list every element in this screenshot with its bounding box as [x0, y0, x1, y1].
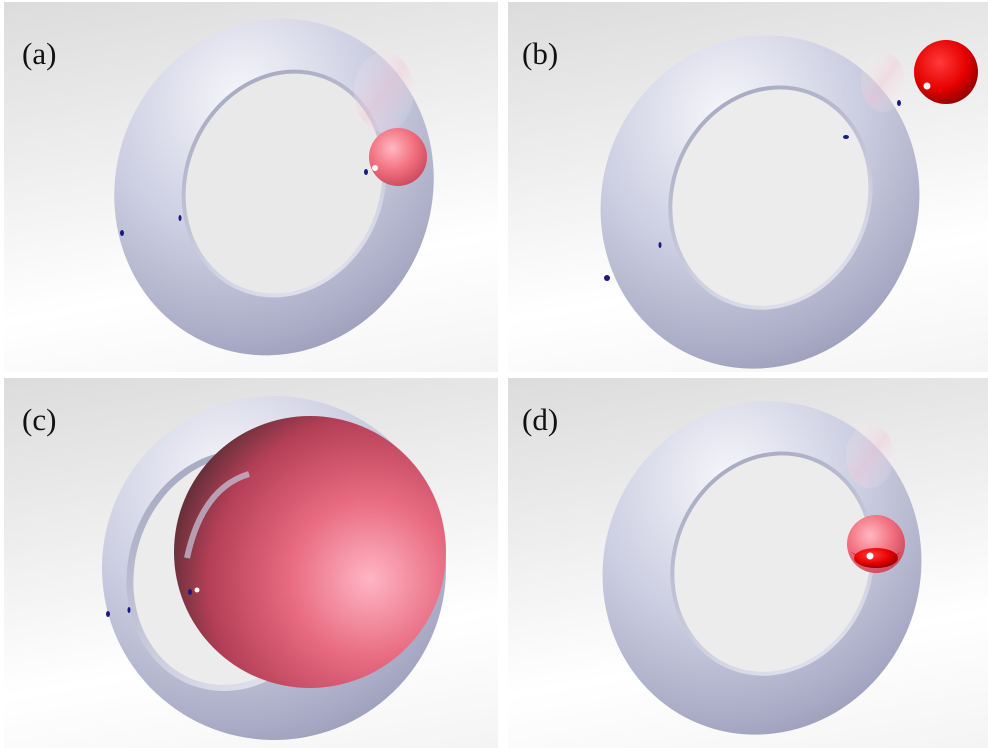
- marker-dot: [897, 100, 901, 106]
- torus-scene-b: [600, 35, 978, 369]
- torus-scene-d: [602, 401, 922, 735]
- marker-dot: [658, 242, 662, 248]
- torus-scene-c: [102, 396, 446, 740]
- marker-dot: [120, 230, 124, 236]
- panel-a: (a): [4, 2, 498, 372]
- droplet-sphere-b: [914, 40, 978, 104]
- torus-d: [602, 401, 922, 735]
- torus-b: [600, 35, 920, 369]
- marker-dot: [364, 169, 368, 175]
- torus-a: [114, 18, 434, 356]
- marker-dot: [188, 589, 192, 595]
- panel-label-a: (a): [22, 36, 57, 71]
- marker-dot: [843, 135, 849, 139]
- panel-c: (c): [4, 378, 498, 748]
- torus-scene-a: [114, 18, 434, 356]
- panel-d: (d): [508, 378, 988, 748]
- marker-dot: [604, 275, 610, 281]
- panel-b: (b): [508, 2, 988, 372]
- panel-label-d: (d): [522, 402, 559, 437]
- droplet-sphere-a: [369, 128, 427, 186]
- marker-dot: [178, 215, 182, 221]
- panel-label-c: (c): [22, 402, 57, 437]
- panel-label-b: (b): [522, 36, 559, 71]
- marker-dot: [106, 611, 110, 617]
- engulfed-sphere-c: [174, 416, 446, 688]
- red-core-d: [854, 548, 898, 568]
- marker-dot: [127, 607, 131, 613]
